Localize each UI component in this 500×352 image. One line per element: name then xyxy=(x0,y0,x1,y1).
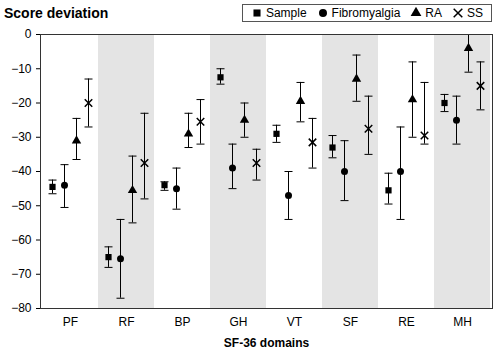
svg-text:−10: −10 xyxy=(11,62,32,76)
html-text:RA: RA xyxy=(425,6,442,20)
svg-text:−70: −70 xyxy=(11,267,32,281)
svg-text:−30: −30 xyxy=(11,130,32,144)
svg-text:GH: GH xyxy=(230,315,248,329)
svg-text:−20: −20 xyxy=(11,96,32,110)
svg-text:−60: −60 xyxy=(11,233,32,247)
html-text:Sample: Sample xyxy=(265,6,307,20)
html-text:Fibromyalgia: Fibromyalgia xyxy=(331,6,401,20)
svg-text:0: 0 xyxy=(25,27,32,41)
html-text:Score deviation: Score deviation xyxy=(4,5,109,21)
svg-text:SF-36 domains: SF-36 domains xyxy=(224,336,310,350)
svg-text:RE: RE xyxy=(398,315,415,329)
svg-text:BP: BP xyxy=(174,315,190,329)
html-text:SS: SS xyxy=(467,6,483,20)
svg-text:PF: PF xyxy=(63,315,78,329)
svg-text:VT: VT xyxy=(287,315,303,329)
svg-text:−50: −50 xyxy=(11,199,32,213)
svg-text:−40: −40 xyxy=(11,164,32,178)
svg-text:−80: −80 xyxy=(11,301,32,315)
svg-text:RF: RF xyxy=(119,315,135,329)
svg-text:SF: SF xyxy=(343,315,358,329)
svg-text:MH: MH xyxy=(453,315,472,329)
